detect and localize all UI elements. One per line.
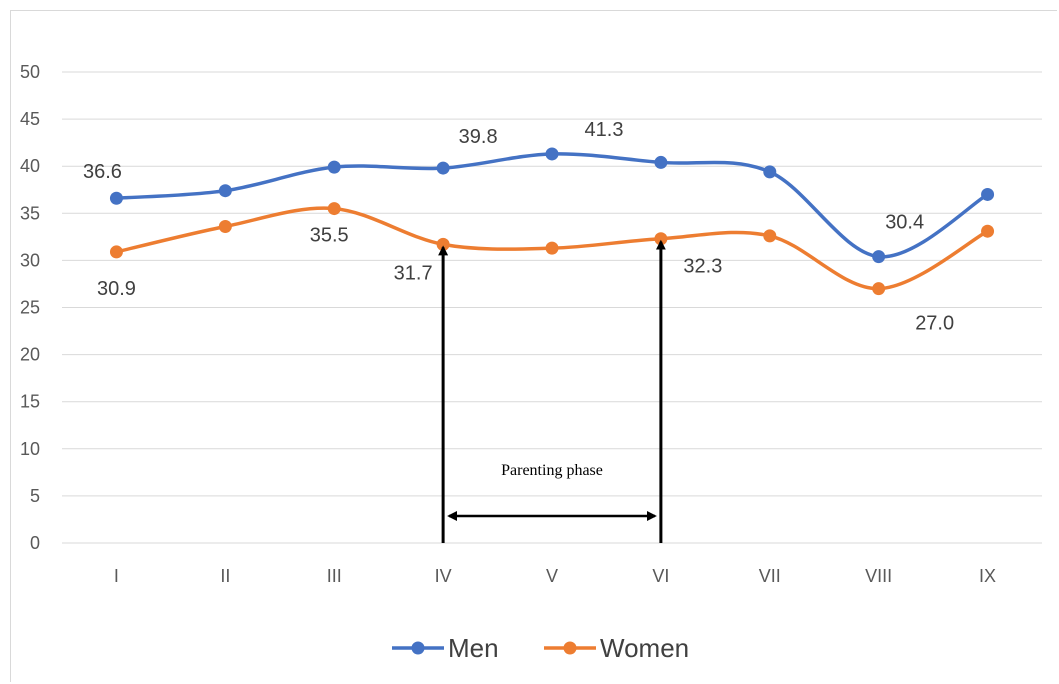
- gridlines: [62, 71, 1042, 544]
- x-tick-label: V: [546, 566, 558, 586]
- data-label: 36.6: [83, 161, 122, 183]
- data-label: 41.3: [585, 119, 624, 141]
- legend: Men Women: [392, 633, 689, 663]
- data-point-men: [545, 147, 559, 161]
- x-tick-label: VI: [652, 566, 669, 586]
- y-tick-label: 0: [30, 533, 40, 553]
- y-tick-label: 15: [20, 392, 40, 412]
- x-tick-label: VII: [759, 566, 781, 586]
- data-point-men: [436, 161, 450, 175]
- data-point-men: [218, 184, 232, 198]
- x-tick-label: I: [114, 566, 119, 586]
- y-tick-label: 45: [20, 109, 40, 129]
- data-label: 30.4: [885, 212, 924, 234]
- x-tick-label: IX: [979, 566, 996, 586]
- chart-frame: [10, 10, 1057, 682]
- y-tick-label: 25: [20, 298, 40, 318]
- x-tick-label: VIII: [865, 566, 892, 586]
- data-point-women: [872, 282, 886, 296]
- data-point-women: [763, 229, 777, 243]
- legend-label-men: Men: [448, 633, 499, 663]
- y-tick-label: 50: [20, 62, 40, 82]
- data-label: 32.3: [683, 256, 722, 278]
- y-tick-label: 5: [30, 486, 40, 506]
- y-tick-label: 20: [20, 345, 40, 365]
- y-tick-label: 30: [20, 250, 40, 270]
- data-point-men: [327, 160, 341, 174]
- data-labels: 36.6 39.8 41.3 30.4 30.9 35.5 31.7 32.3 27.0: [83, 119, 954, 335]
- x-tick-label: III: [327, 566, 342, 586]
- x-tick-label: IV: [435, 566, 452, 586]
- data-label: 31.7: [394, 262, 433, 284]
- data-label: 39.8: [459, 126, 498, 148]
- data-point-women: [109, 245, 123, 259]
- legend-label-women: Women: [600, 633, 689, 663]
- data-label: 27.0: [915, 313, 954, 335]
- legend-marker: [411, 641, 425, 655]
- series-line-men: [116, 152, 989, 259]
- x-axis-ticks: I II III IV V VI VII VIII IX: [114, 566, 996, 586]
- series-lines: [109, 147, 995, 296]
- data-point-men: [763, 165, 777, 179]
- y-tick-label: 10: [20, 439, 40, 459]
- y-tick-label: 35: [20, 203, 40, 223]
- y-tick-label: 40: [20, 156, 40, 176]
- data-label: 35.5: [310, 225, 349, 247]
- data-point-men: [654, 155, 668, 169]
- data-point-men: [981, 187, 995, 201]
- data-label: 30.9: [97, 278, 136, 300]
- data-point-men: [872, 250, 886, 264]
- legend-marker: [563, 641, 577, 655]
- data-point-women: [327, 202, 341, 216]
- y-axis-ticks: 0 5 10 15 20 25 30 35 40 45 50: [20, 62, 40, 553]
- data-point-women: [218, 219, 232, 233]
- x-tick-label: II: [220, 566, 230, 586]
- annotation-label: Parenting phase: [501, 462, 603, 479]
- parenting-phase-annotation: Parenting phase: [438, 239, 666, 543]
- data-point-women: [981, 224, 995, 238]
- data-point-men: [109, 191, 123, 205]
- data-point-women: [545, 241, 559, 255]
